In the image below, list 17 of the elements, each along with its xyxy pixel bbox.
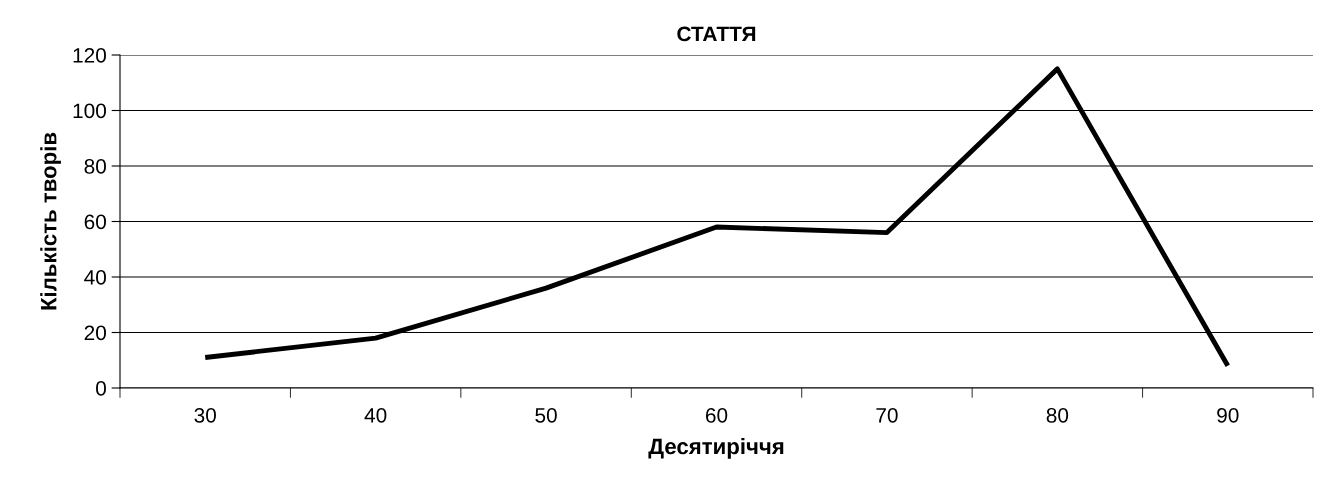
- y-tick-label: 120: [73, 48, 106, 63]
- x-axis-title: Десятиріччя: [648, 437, 784, 459]
- y-tick-label: 100: [73, 103, 106, 119]
- y-axis-title: Кількість творів: [40, 132, 61, 310]
- y-tick-label: 60: [84, 214, 106, 230]
- y-tick-label: 20: [84, 325, 106, 341]
- x-tick-label: 60: [705, 407, 728, 423]
- x-tick-label: 70: [876, 407, 898, 423]
- x-tick-label: 50: [535, 407, 557, 423]
- y-tick-label: 40: [84, 270, 106, 285]
- x-tick-label: 40: [364, 407, 387, 423]
- x-tick-label: 90: [1217, 407, 1239, 423]
- x-tick-label: 80: [1046, 407, 1069, 423]
- y-tick-label: 80: [84, 159, 106, 174]
- chart-title: СТАТТЯ: [677, 26, 756, 42]
- x-tick-label: 30: [194, 407, 216, 423]
- y-tick-label: 0: [96, 381, 106, 396]
